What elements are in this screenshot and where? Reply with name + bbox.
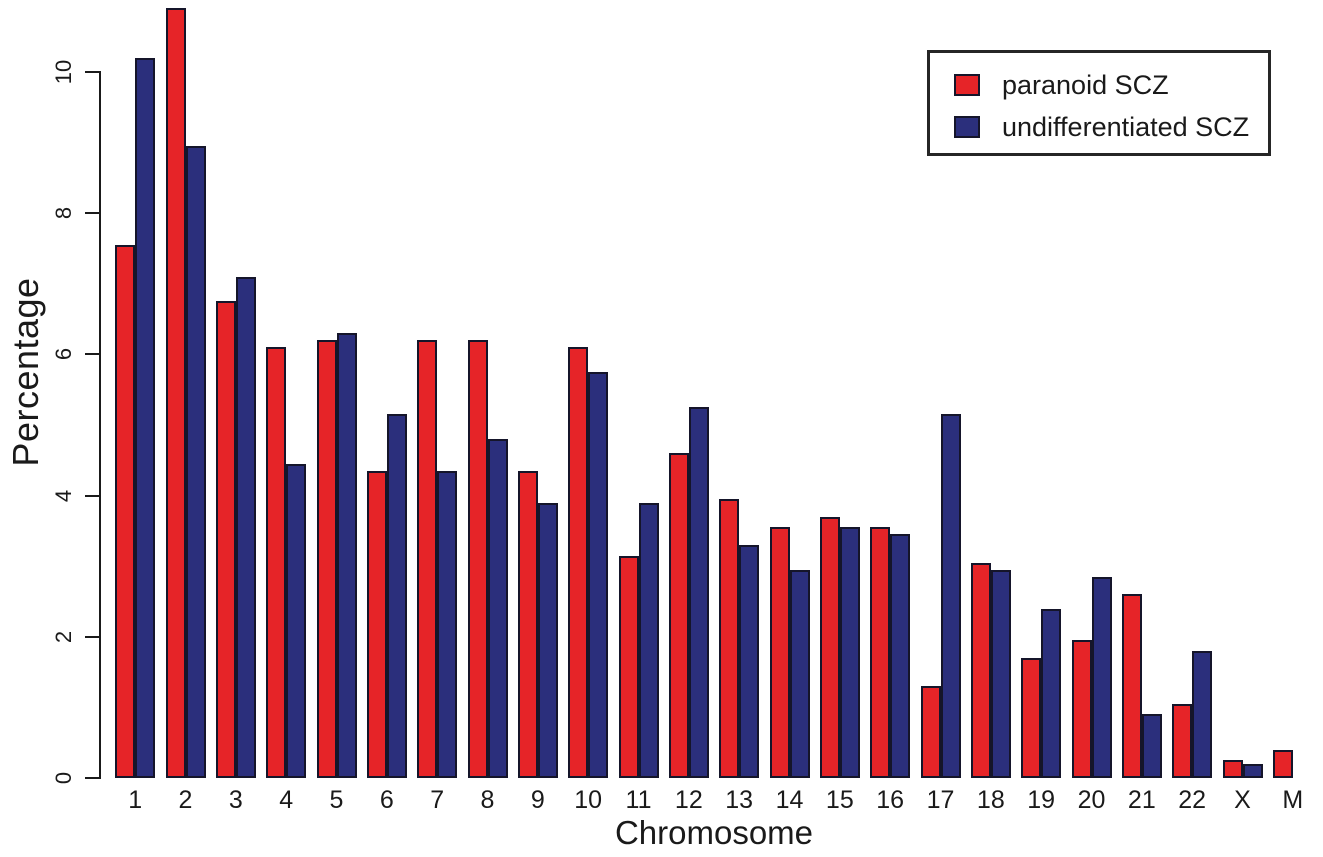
legend-label-undifferentiated-scz: undifferentiated SCZ xyxy=(1002,112,1250,142)
bar-7-undifferentiated-scz xyxy=(437,470,458,778)
bar-11-undifferentiated-scz xyxy=(638,502,659,778)
x-tick-label-8: 8 xyxy=(480,786,495,814)
bar-7-paranoid-scz xyxy=(417,340,438,778)
bar-17-undifferentiated-scz xyxy=(940,414,961,778)
bar-16-paranoid-scz xyxy=(870,527,891,778)
x-tick-label-18: 18 xyxy=(976,786,1005,814)
bar-8-undifferentiated-scz xyxy=(487,439,508,778)
bar-5-undifferentiated-scz xyxy=(336,333,357,778)
bar-2-undifferentiated-scz xyxy=(185,146,206,778)
y-axis-line xyxy=(99,71,101,779)
y-tick-mark-2 xyxy=(85,635,100,638)
bar-15-undifferentiated-scz xyxy=(839,527,860,778)
bar-8-paranoid-scz xyxy=(467,340,488,778)
bar-1-undifferentiated-scz xyxy=(135,57,156,778)
bar-19-paranoid-scz xyxy=(1021,657,1042,778)
bar-4-undifferentiated-scz xyxy=(286,463,307,778)
x-tick-label-3: 3 xyxy=(228,786,243,814)
bar-10-paranoid-scz xyxy=(568,347,589,778)
legend-row-undifferentiated-scz: undifferentiated SCZ xyxy=(954,110,1268,144)
x-tick-label-9: 9 xyxy=(530,786,545,814)
legend: paranoid SCZ undifferentiated SCZ xyxy=(927,50,1271,156)
legend-label-paranoid-scz: paranoid SCZ xyxy=(1002,70,1169,100)
x-tick-label-15: 15 xyxy=(825,786,854,814)
x-tick-label-6: 6 xyxy=(379,786,394,814)
x-tick-label-13: 13 xyxy=(725,786,754,814)
bar-6-undifferentiated-scz xyxy=(386,414,407,778)
x-tick-label-22: 22 xyxy=(1178,786,1207,814)
y-tick-label-8: 8 xyxy=(51,207,76,220)
bar-3-undifferentiated-scz xyxy=(235,276,256,778)
bar-5-paranoid-scz xyxy=(316,340,337,778)
y-tick-mark-10 xyxy=(85,71,100,73)
bar-x-undifferentiated-scz xyxy=(1242,763,1263,778)
y-axis-title: Percentage xyxy=(5,277,46,467)
bar-14-undifferentiated-scz xyxy=(789,569,810,778)
bar-x-paranoid-scz xyxy=(1222,760,1243,778)
y-tick-mark-0 xyxy=(85,777,100,779)
x-tick-label-5: 5 xyxy=(329,786,344,814)
bar-9-undifferentiated-scz xyxy=(537,502,558,778)
bar-2-paranoid-scz xyxy=(165,8,186,778)
bar-21-undifferentiated-scz xyxy=(1141,714,1162,778)
bar-10-undifferentiated-scz xyxy=(588,372,609,778)
x-tick-label-20: 20 xyxy=(1077,786,1106,814)
x-tick-label-m: M xyxy=(1282,786,1304,814)
y-tick-mark-4 xyxy=(85,494,100,497)
x-tick-label-11: 11 xyxy=(625,786,652,814)
bar-11-paranoid-scz xyxy=(618,555,639,778)
bar-1-paranoid-scz xyxy=(115,244,136,778)
bar-9-paranoid-scz xyxy=(517,470,538,778)
y-tick-mark-8 xyxy=(85,212,100,215)
bar-16-undifferentiated-scz xyxy=(890,534,911,778)
y-tick-mark-6 xyxy=(85,353,100,356)
x-axis-title: Chromosome xyxy=(614,814,814,851)
x-tick-label-x: X xyxy=(1234,786,1251,814)
bar-15-paranoid-scz xyxy=(819,516,840,778)
bar-14-paranoid-scz xyxy=(769,527,790,778)
bar-3-paranoid-scz xyxy=(215,301,236,778)
x-tick-label-2: 2 xyxy=(178,786,193,814)
y-tick-label-2: 2 xyxy=(51,630,76,643)
y-tick-label-10: 10 xyxy=(51,59,76,85)
x-tick-label-14: 14 xyxy=(775,786,804,814)
x-tick-label-12: 12 xyxy=(674,786,703,814)
bar-12-paranoid-scz xyxy=(668,453,689,778)
x-tick-label-19: 19 xyxy=(1027,786,1056,814)
x-tick-label-21: 21 xyxy=(1127,786,1156,814)
legend-swatch-paranoid-scz xyxy=(954,74,980,96)
bar-20-undifferentiated-scz xyxy=(1091,576,1112,778)
y-tick-label-0: 0 xyxy=(51,771,76,785)
legend-row-paranoid-scz: paranoid SCZ xyxy=(954,68,1268,102)
legend-rows: paranoid SCZ undifferentiated SCZ xyxy=(954,68,1268,152)
bar-19-undifferentiated-scz xyxy=(1041,608,1062,778)
bar-20-paranoid-scz xyxy=(1071,640,1092,778)
bar-17-paranoid-scz xyxy=(920,686,941,778)
bar-12-undifferentiated-scz xyxy=(688,407,709,778)
x-tick-label-10: 10 xyxy=(574,786,603,814)
bar-22-undifferentiated-scz xyxy=(1192,650,1213,778)
bar-6-paranoid-scz xyxy=(366,470,387,778)
bar-21-paranoid-scz xyxy=(1121,594,1142,778)
x-tick-label-1: 1 xyxy=(128,786,143,814)
x-tick-label-4: 4 xyxy=(279,786,294,814)
bar-13-paranoid-scz xyxy=(719,499,740,778)
x-tick-label-16: 16 xyxy=(876,786,905,814)
bar-m-paranoid-scz xyxy=(1272,749,1293,778)
x-tick-label-17: 17 xyxy=(926,786,955,814)
bar-18-paranoid-scz xyxy=(970,562,991,778)
y-tick-label-6: 6 xyxy=(51,348,76,361)
bar-4-paranoid-scz xyxy=(266,347,287,778)
bar-13-undifferentiated-scz xyxy=(739,545,760,778)
x-tick-label-7: 7 xyxy=(430,786,445,814)
bar-18-undifferentiated-scz xyxy=(990,569,1011,778)
legend-swatch-undifferentiated-scz xyxy=(954,116,980,138)
bar-22-paranoid-scz xyxy=(1172,703,1193,778)
y-tick-label-4: 4 xyxy=(51,489,76,502)
